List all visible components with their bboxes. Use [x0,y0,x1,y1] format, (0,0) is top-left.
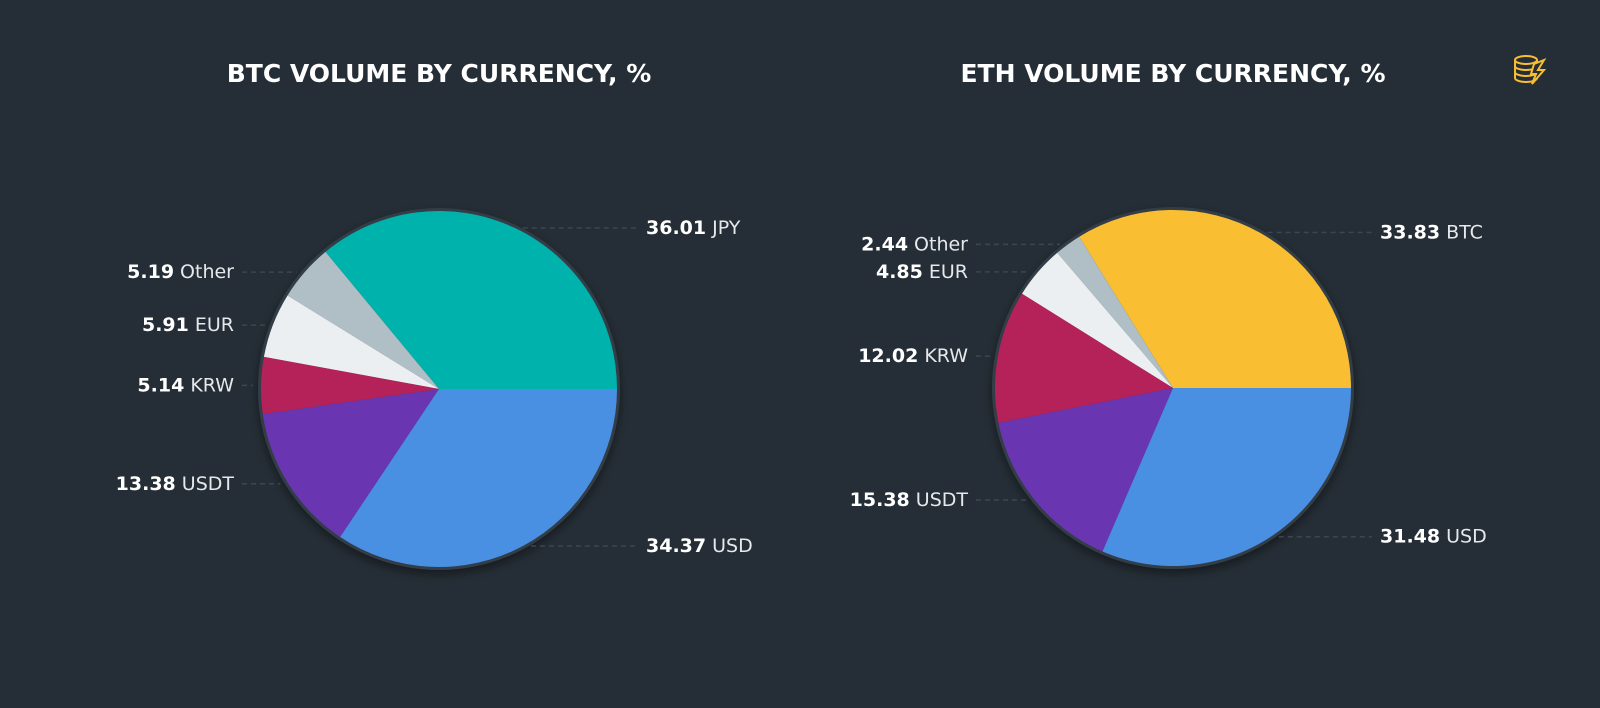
pie-slice [287,251,439,389]
pie-slice [1079,209,1351,388]
label-category: KRW [924,345,968,367]
data-label: 4.85 EUR [876,260,968,282]
pie-slice [340,389,617,567]
data-label: 31.48 USD [1380,525,1487,547]
data-label: 13.38 USDT [116,472,235,494]
pie-slice [1021,252,1173,388]
label-value: 15.38 [850,488,910,510]
pie-slice [995,293,1173,423]
logo [1514,55,1547,85]
label-category: Other [180,261,234,283]
pie-slice [998,388,1173,552]
data-label: 34.37 USD [646,534,753,556]
data-label: 5.19 Other [127,261,234,283]
label-value: 31.48 [1380,525,1440,547]
pie-slice [1057,236,1173,388]
pie-slice [261,356,439,415]
data-label: 5.91 EUR [142,314,234,336]
chart-title: BTC VOLUME BY CURRENCY, % [227,59,652,88]
label-category: EUR [195,314,234,336]
label-value: 34.37 [646,534,706,556]
data-label: 5.14 KRW [137,374,234,396]
pie-slice [325,211,617,389]
label-value: 33.83 [1380,221,1440,243]
label-value: 5.19 [127,261,174,283]
label-category: EUR [929,260,968,282]
data-label: 15.38 USDT [850,488,969,510]
label-value: 12.02 [858,345,918,367]
label-category: USD [712,534,753,556]
label-value: 5.91 [142,314,189,336]
label-category: USD [1446,525,1487,547]
label-value: 4.85 [876,260,923,282]
pie-slice [262,389,439,538]
label-category: JPY [711,216,741,238]
chart-title: ETH VOLUME BY CURRENCY, % [960,59,1385,88]
pie-slice [263,295,439,389]
data-label: 33.83 BTC [1380,221,1483,243]
label-value: 36.01 [646,216,706,238]
data-label: 2.44 Other [861,233,968,255]
label-value: 5.14 [137,374,184,396]
label-category: KRW [190,374,234,396]
label-value: 13.38 [116,472,176,494]
pie-slice [1102,388,1351,566]
data-label: 12.02 KRW [858,345,968,367]
label-category: BTC [1446,221,1483,243]
label-value: 2.44 [861,233,908,255]
pie [992,207,1354,569]
label-category: Other [914,233,968,255]
label-category: USDT [182,472,235,494]
data-label: 36.01 JPY [646,216,741,238]
label-category: USDT [916,488,969,510]
pie [258,208,620,570]
